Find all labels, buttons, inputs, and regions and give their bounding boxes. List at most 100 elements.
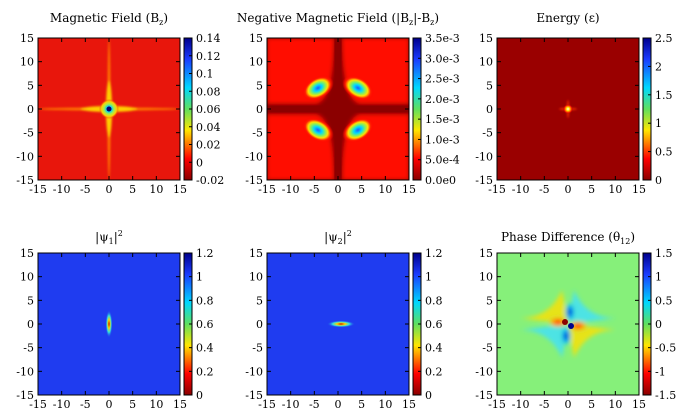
panel-title: Energy (ε) <box>536 11 599 25</box>
x-tick-label: 15 <box>402 183 416 196</box>
colorbar-tick-label: 0.5 <box>655 146 673 159</box>
colorbar-tick-label: 0.12 <box>196 50 221 63</box>
y-tick-label: -5 <box>23 127 34 140</box>
y-tick-label: -10 <box>16 365 34 378</box>
x-tick-label: 15 <box>173 398 187 411</box>
x-tick-label: 5 <box>588 398 595 411</box>
x-tick-label: 10 <box>149 183 163 196</box>
colorbar-tick-label: 1 <box>196 271 203 284</box>
panel-title: Phase Difference (θ12) <box>501 230 635 246</box>
y-tick-label: 5 <box>486 79 493 92</box>
x-tick-label: -15 <box>29 398 47 411</box>
colorbar-tick-label: 0.5 <box>655 294 673 307</box>
y-tick-label: -10 <box>475 365 493 378</box>
panel-magnetic-field: Magnetic Field (Bz) 15 10 5 0 -5 -10 -15 -15 -1… <box>16 11 224 196</box>
colorbar-tick-label: 2.5 <box>655 32 673 45</box>
y-tick-label: 15 <box>479 32 493 45</box>
colorbar-tick-label: 2 <box>655 60 662 73</box>
colorbar-tick-label: 1 <box>655 271 662 284</box>
y-tick-label: 0 <box>27 103 34 116</box>
colorbar-tick-label: 0 <box>655 174 662 187</box>
x-tick-label: 15 <box>632 398 646 411</box>
panel-title: Negative Magnetic Field (|Bz|-Bz) <box>237 11 439 27</box>
x-tick-label: -10 <box>282 398 300 411</box>
x-tick-label: -15 <box>29 183 47 196</box>
x-tick-label: 0 <box>565 398 572 411</box>
y-tick-label: -10 <box>245 365 263 378</box>
y-tick-label: 15 <box>20 32 34 45</box>
colorbar-tick-label: 0 <box>425 389 432 402</box>
y-tick-label: -10 <box>245 150 263 163</box>
x-tick-label: -10 <box>512 398 530 411</box>
heatmap <box>38 253 180 395</box>
y-tick-label: -15 <box>16 389 34 402</box>
colorbar-tick-label: 1.0e-3 <box>425 133 460 146</box>
x-tick-label: -10 <box>512 183 530 196</box>
colorbar-tick-label: 1.5 <box>655 89 673 102</box>
heatmap <box>267 38 409 180</box>
x-tick-label: 10 <box>378 398 392 411</box>
x-tick-label: -5 <box>309 183 320 196</box>
colorbar-tick-label: 0.2 <box>196 365 214 378</box>
colorbar-tick-label: 3.5e-3 <box>425 32 460 45</box>
y-tick-label: -10 <box>475 150 493 163</box>
x-tick-label: -15 <box>258 398 276 411</box>
x-tick-label: 15 <box>632 183 646 196</box>
y-tick-label: 5 <box>486 294 493 307</box>
colorbar-tick-label: 0.2 <box>425 365 443 378</box>
y-tick-label: 0 <box>256 103 263 116</box>
y-tick-label: 15 <box>20 247 34 260</box>
x-tick-label: 5 <box>129 398 136 411</box>
x-tick-label: 10 <box>608 183 622 196</box>
x-tick-label: 5 <box>129 183 136 196</box>
y-tick-label: -10 <box>16 150 34 163</box>
colorbar-tick-label: 0 <box>655 318 662 331</box>
x-tick-label: -10 <box>53 398 71 411</box>
y-tick-label: 15 <box>479 247 493 260</box>
heatmap-quadrupole <box>520 290 616 358</box>
x-tick-label: 10 <box>149 398 163 411</box>
colorbar-tick-label: 0.06 <box>196 103 221 116</box>
y-tick-label: 0 <box>486 103 493 116</box>
colorbar-tick-label: -1 <box>655 365 666 378</box>
colorbar-tick-label: 2.5e-3 <box>425 73 460 86</box>
y-tick-label: 10 <box>20 271 34 284</box>
colorbar-tick-label: 1.2 <box>196 247 214 260</box>
colorbar-tick-label: -0.5 <box>655 342 676 355</box>
colorbar-tick-label: -0.02 <box>196 174 224 187</box>
x-tick-label: 0 <box>565 183 572 196</box>
heatmap <box>267 253 409 395</box>
colorbar-tick-label: -1.5 <box>655 389 676 402</box>
panel-title: |ψ1|2 <box>95 229 123 246</box>
colorbar-tick-label: 0 <box>196 156 203 169</box>
x-tick-label: 10 <box>378 183 392 196</box>
x-tick-label: 15 <box>173 183 187 196</box>
x-tick-label: 10 <box>608 398 622 411</box>
heatmap <box>38 38 180 180</box>
y-tick-label: -15 <box>245 389 263 402</box>
x-tick-label: -10 <box>282 183 300 196</box>
y-tick-label: 5 <box>27 79 34 92</box>
y-tick-label: 15 <box>249 32 263 45</box>
panel-negative-magnetic-field: Negative Magnetic Field (|Bz|-Bz) 15 10 5 0… <box>237 11 460 196</box>
y-tick-label: -15 <box>245 174 263 187</box>
x-tick-label: 0 <box>335 183 342 196</box>
x-tick-label: 0 <box>335 398 342 411</box>
colorbar-tick-label: 5.0e-4 <box>425 154 460 167</box>
x-tick-label: 15 <box>402 398 416 411</box>
x-tick-label: -15 <box>488 398 506 411</box>
colorbar-tick-label: 0.08 <box>196 85 221 98</box>
heatmap-dip <box>105 310 113 338</box>
y-tick-label: -5 <box>482 127 493 140</box>
x-tick-label: 5 <box>588 183 595 196</box>
y-tick-label: 10 <box>20 56 34 69</box>
x-tick-label: -10 <box>53 183 71 196</box>
x-tick-label: -5 <box>539 183 550 196</box>
colorbar-tick-label: 0 <box>196 389 203 402</box>
colorbar-tick-label: 0.8 <box>425 294 443 307</box>
x-tick-label: -5 <box>309 398 320 411</box>
y-tick-label: -5 <box>252 127 263 140</box>
